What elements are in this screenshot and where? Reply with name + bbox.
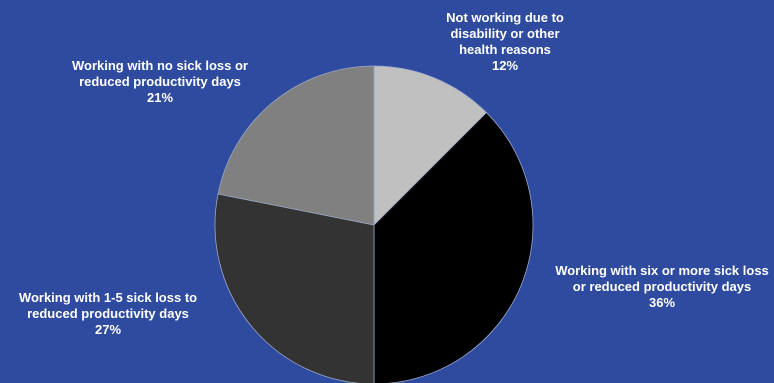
slice-label: Working with six or more sick loss or re… (552, 263, 772, 311)
category-label: Working with 1-5 sick loss to reduced pr… (18, 290, 198, 321)
category-label: Working with six or more sick loss or re… (555, 263, 769, 294)
category-label: Working with no sick loss or reduced pro… (71, 58, 248, 89)
pie-slice (373, 65, 487, 226)
value-label: 21% (146, 90, 174, 105)
value-label: 12% (491, 58, 519, 73)
category-label: Not working due to disability or other h… (446, 10, 564, 57)
value-label: 36% (648, 295, 676, 310)
slice-label: Working with 1-5 sick loss to reduced pr… (8, 290, 208, 338)
pie-slice (217, 65, 375, 226)
pie-slice (373, 112, 534, 383)
pie-slice (214, 193, 375, 383)
slice-label: Not working due to disability or other h… (430, 10, 580, 74)
slice-label: Working with no sick loss or reduced pro… (65, 58, 255, 106)
value-label: 27% (94, 322, 122, 337)
